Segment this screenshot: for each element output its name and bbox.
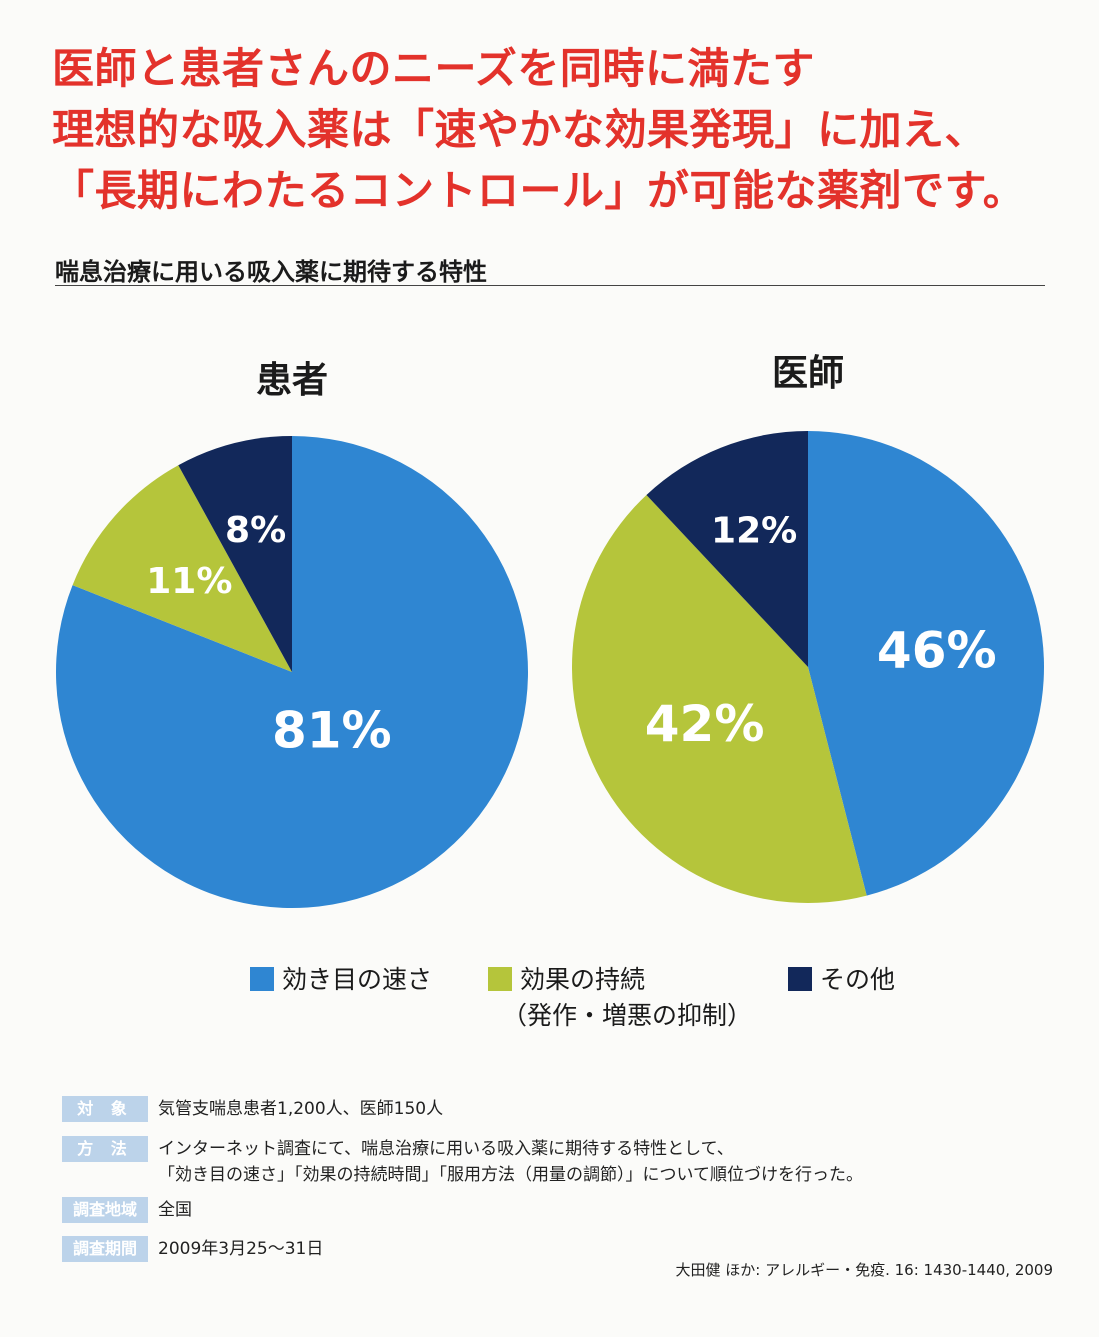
patient-pie-chart: 患者 81% 11% 8% [56, 360, 529, 908]
meta-target: 対 象気管支喘息患者1,200人、医師150人 [62, 1096, 443, 1122]
legend-swatch-other [788, 967, 812, 991]
meta-region-text: 全国 [158, 1200, 192, 1220]
headline-line-1: 医師と患者さんのニーズを同時に満たす [52, 44, 815, 93]
doctor-slice-speed [808, 431, 1045, 896]
meta-method-text-line2: 「効き目の速さ」「効果の持続時間」「服用方法（用量の調節）」について順位づけを行… [158, 1165, 863, 1185]
meta-target-tag: 対 象 [62, 1096, 148, 1122]
meta-target-text: 気管支喘息患者1,200人、医師150人 [158, 1099, 444, 1119]
legend-item-other: その他 [788, 960, 895, 996]
doctor-slice-other [646, 431, 808, 667]
doctor-label-duration: 42% [645, 695, 765, 753]
patient-pie-title: 患者 [256, 360, 328, 401]
meta-period-text: 2009年3月25〜31日 [158, 1239, 324, 1259]
legend-swatch-duration [488, 967, 512, 991]
meta-region-tag: 調査地域 [62, 1197, 148, 1223]
meta-method-text-line1: インターネット調査にて、喘息治療に用いる吸入薬に期待する特性として、 [158, 1139, 734, 1159]
headline: 医師と患者さんのニーズを同時に満たす 理想的な吸入薬は「速やかな効果発現」に加え… [52, 38, 1092, 221]
meta-method-text: インターネット調査にて、喘息治療に用いる吸入薬に期待する特性として、「効き目の速… [158, 1136, 863, 1188]
legend-label-duration-sub: （発作・増悪の抑制） [502, 1001, 753, 1030]
meta-region: 調査地域 全国 [62, 1197, 192, 1223]
patient-label-other: 8% [225, 510, 286, 551]
legend-label-speed: 効き目の速さ [282, 965, 433, 994]
patient-slice-duration [72, 465, 292, 672]
headline-line-3: 「長期にわたるコントロール」が可能な薬剤です。 [52, 166, 1026, 215]
headline-line-2: 理想的な吸入薬は「速やかな効果発現」に加え、 [52, 105, 988, 154]
legend-swatch-speed [250, 967, 274, 991]
legend-label-duration: 効果の持続 [520, 965, 646, 994]
legend-item-speed: 効き目の速さ [250, 960, 432, 996]
patient-label-duration: 11% [146, 561, 232, 602]
patient-slice-other [178, 436, 292, 672]
patient-slice-speed [56, 436, 529, 908]
pie-charts: 患者 81% 11% 8% 医師 46% 42% 12% [56, 353, 1045, 908]
citation: 大田健 ほか: アレルギー・免疫. 16: 1430-1440, 2009 [675, 1261, 1053, 1279]
doctor-label-speed: 46% [877, 622, 997, 680]
legend-item-duration: 効果の持続 （発作・増悪の抑制） [488, 960, 752, 1032]
section-subtitle: 喘息治療に用いる吸入薬に期待する特性 [55, 258, 487, 286]
doctor-pie-chart: 医師 46% 42% 12% [571, 353, 1045, 903]
meta-period: 調査期間 2009年3月25〜31日 [62, 1236, 323, 1262]
meta-period-tag: 調査期間 [62, 1236, 148, 1262]
meta-method: 方 法インターネット調査にて、喘息治療に用いる吸入薬に期待する特性として、「効き… [62, 1136, 863, 1188]
legend-label-other: その他 [820, 965, 896, 994]
meta-method-tag: 方 法 [62, 1136, 148, 1162]
doctor-slice-duration [571, 494, 867, 903]
patient-label-speed: 81% [272, 702, 392, 760]
doctor-label-other: 12% [711, 510, 797, 551]
doctor-pie-title: 医師 [772, 353, 844, 394]
subtitle-rule [55, 285, 1045, 286]
